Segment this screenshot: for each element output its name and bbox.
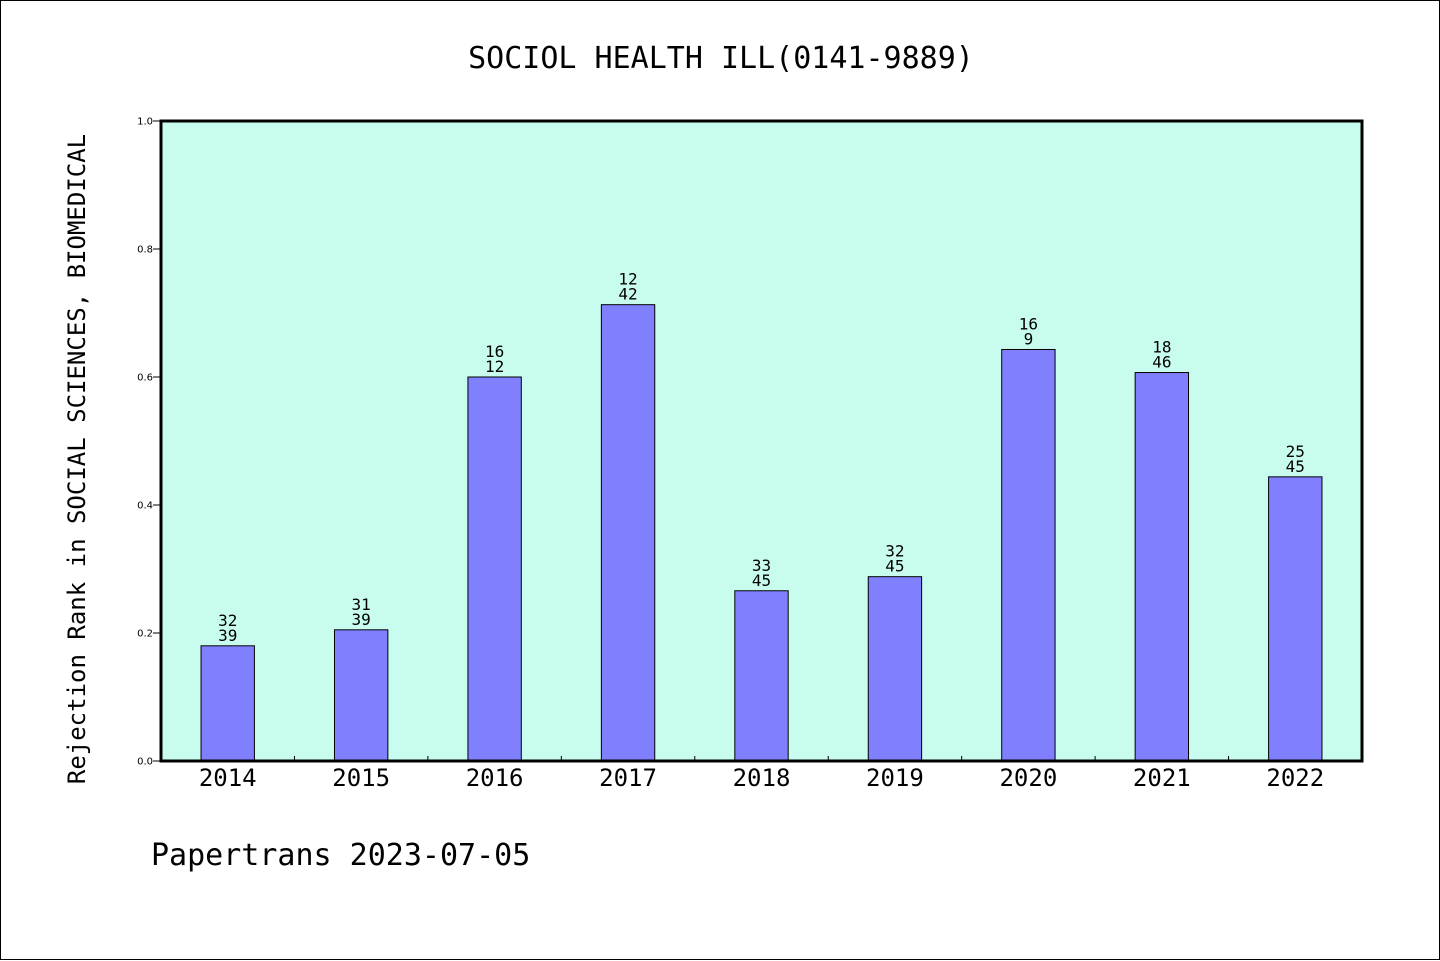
bar-2022 [1268, 476, 1323, 762]
x-tick-label: 2019 [866, 764, 924, 792]
bar-2015 [333, 629, 389, 762]
x-tick-label: 2017 [599, 764, 657, 792]
x-tick-label: 2021 [1133, 764, 1191, 792]
bar-label-bottom: 46 [1152, 353, 1171, 372]
bar-label-bottom: 12 [485, 357, 504, 376]
bar-label-top: 16 [1019, 314, 1038, 333]
bar-2014 [200, 645, 255, 762]
bar-label-bottom: 45 [1286, 457, 1305, 476]
bar-label-top: 32 [218, 611, 237, 630]
bar-label-top: 25 [1286, 442, 1305, 461]
y-tick-label: 0.4 [137, 501, 153, 512]
x-tick-label: 2016 [466, 764, 524, 792]
bar-label-top: 32 [885, 542, 904, 561]
bar-2021 [1134, 372, 1190, 762]
bar-2018 [734, 590, 789, 762]
bar-label-bottom: 45 [752, 571, 771, 590]
x-tick-label: 2022 [1266, 764, 1324, 792]
y-tick-label: 0.0 [137, 757, 153, 768]
x-tick-label: 2018 [733, 764, 791, 792]
bar-label-top: 12 [618, 270, 637, 289]
bar-label-bottom: 39 [352, 610, 371, 629]
chart-title: SOCIOL HEALTH ILL(0141-9889) [468, 41, 974, 76]
bar-label-top: 16 [485, 342, 504, 361]
y-tick-label: 0.6 [137, 373, 153, 384]
bar-label-top: 18 [1152, 338, 1171, 357]
y-tick-label: 1.0 [137, 117, 153, 128]
bar-2017 [600, 304, 656, 762]
y-axis: 0.0 0.2 0.4 0.6 0.8 1.0 [137, 117, 161, 768]
bar-label-bottom: 39 [218, 626, 237, 645]
bar-label-top: 31 [352, 595, 371, 614]
plot-border [159, 119, 1364, 763]
footer-credit: Papertrans 2023-07-05 [151, 838, 530, 873]
x-tick-label: 2014 [199, 764, 257, 792]
x-axis: 2014 2015 2016 2017 2018 2019 2020 2021 2022 [199, 756, 1324, 792]
x-tick-label: 2020 [999, 764, 1057, 792]
bar-label-top: 33 [752, 556, 771, 575]
bar-label-bottom: 45 [885, 557, 904, 576]
x-tick-label: 2015 [332, 764, 390, 792]
bar-label-bottom: 42 [618, 285, 637, 304]
y-tick-label: 0.2 [137, 629, 153, 640]
y-axis-label: Rejection Rank in SOCIAL SCIENCES, BIOME… [63, 134, 91, 784]
bar-2020 [1001, 348, 1056, 762]
y-tick-label: 0.8 [137, 245, 153, 256]
bar-label-bottom: 9 [1024, 329, 1034, 348]
bars [200, 304, 1323, 762]
bar-2016 [467, 376, 522, 762]
bar-2019 [867, 576, 923, 762]
